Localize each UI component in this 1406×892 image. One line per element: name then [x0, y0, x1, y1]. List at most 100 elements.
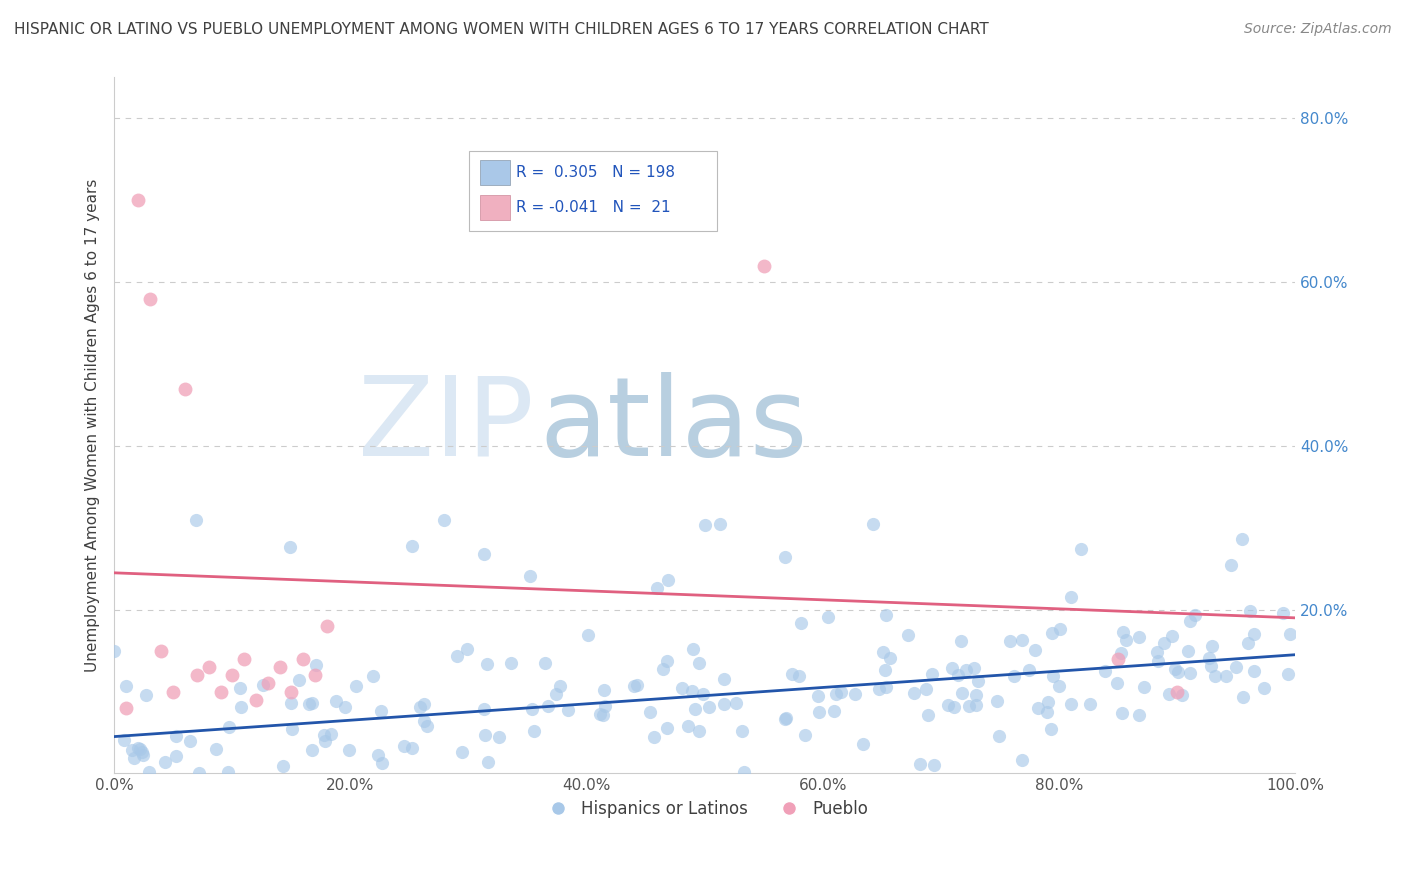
Point: [915, 681, 938, 696]
Point: [657, 573, 679, 587]
Point: [589, 707, 612, 722]
Point: [138, 292, 160, 306]
Point: [256, 676, 278, 690]
Point: [1159, 687, 1181, 701]
Point: [903, 686, 925, 700]
Point: [1243, 665, 1265, 679]
Point: [1047, 679, 1070, 693]
Point: [1000, 634, 1022, 648]
Point: [773, 549, 796, 564]
Point: [1115, 633, 1137, 648]
Point: [472, 547, 495, 561]
Point: [807, 705, 830, 719]
Point: [209, 684, 232, 698]
Point: [946, 668, 969, 682]
Point: [412, 714, 434, 728]
Point: [122, 751, 145, 765]
Point: [131, 745, 153, 759]
Point: [128, 742, 150, 756]
Point: [520, 701, 543, 715]
Point: [592, 683, 614, 698]
Point: [301, 696, 323, 710]
Point: [921, 666, 943, 681]
Point: [392, 739, 415, 753]
Point: [314, 734, 336, 748]
Point: [682, 684, 704, 698]
Point: [451, 745, 474, 759]
Point: [186, 513, 208, 527]
Point: [683, 702, 706, 716]
Point: [780, 667, 803, 681]
Point: [197, 660, 219, 674]
Point: [1040, 625, 1063, 640]
Point: [312, 728, 335, 742]
Point: [657, 654, 679, 668]
Point: [1166, 665, 1188, 679]
Point: [862, 517, 884, 532]
Point: [280, 684, 302, 698]
Point: [1204, 669, 1226, 683]
Point: [965, 688, 987, 702]
Point: [401, 539, 423, 553]
Point: [245, 692, 267, 706]
Point: [1230, 532, 1253, 546]
Point: [252, 678, 274, 692]
Point: [523, 723, 546, 738]
Point: [179, 734, 201, 748]
Point: [269, 660, 291, 674]
Point: [548, 679, 571, 693]
Point: [186, 668, 208, 682]
Point: [1177, 644, 1199, 658]
Text: R =  0.305   N = 198: R = 0.305 N = 198: [516, 165, 675, 180]
Point: [699, 699, 721, 714]
Point: [986, 694, 1008, 708]
Point: [1011, 632, 1033, 647]
Point: [752, 259, 775, 273]
Point: [1038, 695, 1060, 709]
Point: [305, 658, 328, 673]
Point: [967, 674, 990, 689]
Point: [773, 712, 796, 726]
Point: [1049, 623, 1071, 637]
Point: [626, 677, 648, 691]
Point: [1277, 666, 1299, 681]
Point: [868, 681, 890, 696]
Point: [115, 679, 138, 693]
Point: [132, 748, 155, 763]
Point: [875, 680, 897, 694]
Point: [790, 616, 813, 631]
FancyBboxPatch shape: [481, 195, 510, 220]
Point: [682, 641, 704, 656]
Point: [112, 732, 135, 747]
Point: [519, 569, 541, 583]
Point: [873, 663, 896, 677]
Point: [692, 687, 714, 701]
Point: [950, 686, 973, 700]
Point: [1146, 654, 1168, 668]
Point: [280, 722, 302, 736]
Point: [1060, 697, 1083, 711]
Point: [304, 668, 326, 682]
Point: [557, 703, 579, 717]
Point: [315, 619, 337, 633]
Point: [475, 657, 498, 671]
Point: [1201, 640, 1223, 654]
Point: [879, 651, 901, 665]
FancyBboxPatch shape: [481, 161, 510, 186]
Point: [941, 661, 963, 675]
Point: [655, 722, 678, 736]
Point: [280, 697, 302, 711]
Point: [943, 700, 966, 714]
Point: [174, 382, 197, 396]
Point: [472, 702, 495, 716]
Point: [1070, 541, 1092, 556]
Point: [593, 699, 616, 714]
Point: [1243, 627, 1265, 641]
Point: [1112, 625, 1135, 640]
Point: [1239, 604, 1261, 618]
Point: [688, 723, 710, 738]
Point: [474, 729, 496, 743]
Point: [153, 755, 176, 769]
Point: [1271, 606, 1294, 620]
Point: [233, 652, 256, 666]
